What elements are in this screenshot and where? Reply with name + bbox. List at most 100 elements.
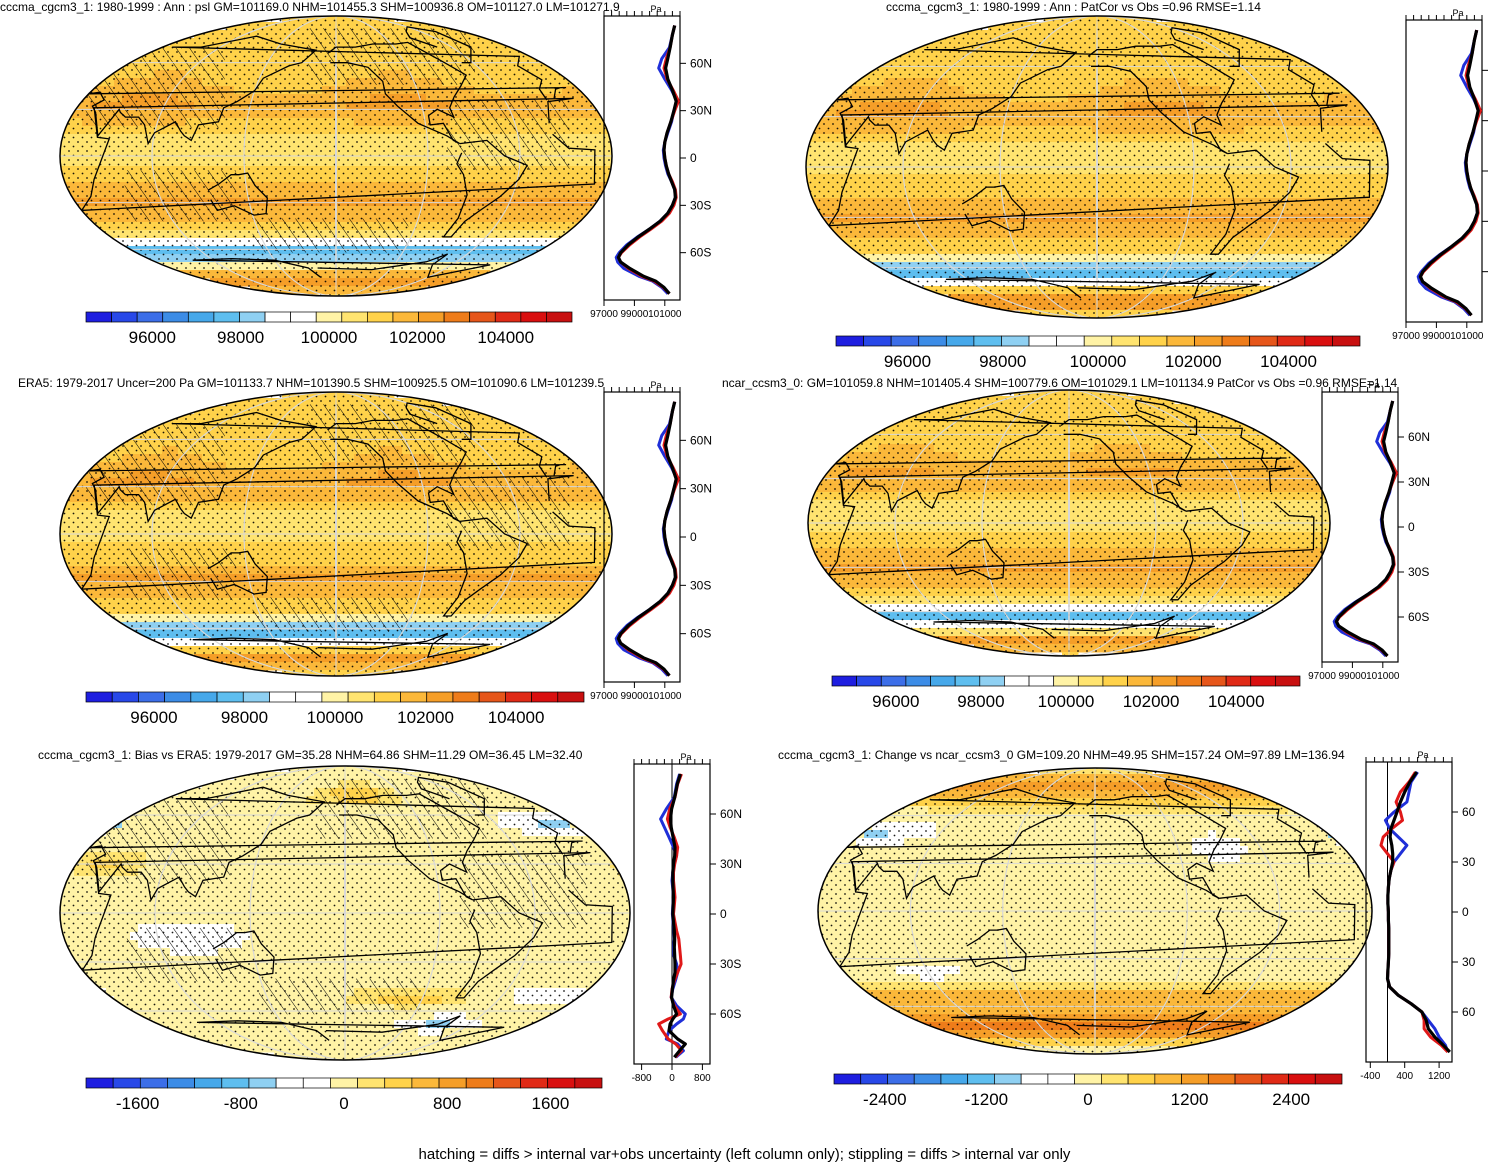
colorbar-bin (443, 311, 471, 323)
coastline (1087, 43, 1236, 155)
colorbar-bin (546, 311, 573, 323)
global-map (59, 391, 613, 677)
coastline (827, 104, 1371, 227)
colorbar-bin (239, 311, 266, 323)
zonal-lat-label: 60N (690, 56, 712, 70)
zonal-xtick-label: 101000 (1450, 331, 1484, 342)
map-cell (1388, 150, 1390, 159)
zonal-series-black (616, 25, 678, 295)
colorbar-bin (1083, 335, 1113, 347)
coastline (836, 37, 1340, 156)
coastline (207, 172, 268, 216)
map-cell (806, 198, 813, 207)
zonal-xtick-label: 101000 (648, 309, 682, 320)
colorbar-bin (1304, 335, 1333, 347)
colorbar-bin (136, 311, 164, 323)
colorbar-bin (863, 335, 892, 347)
hatching-region (124, 170, 236, 222)
colorbar-bin (890, 335, 920, 347)
colorbar-bin (162, 311, 189, 323)
colorbar-tick-label: 100000 (301, 328, 358, 347)
colorbar-bin (1056, 335, 1085, 347)
coastlines (80, 26, 596, 279)
coastline (327, 41, 468, 145)
zonal-xtick-label: 97000 (590, 309, 618, 320)
graticule (806, 16, 1388, 318)
colorbar-bin (367, 311, 394, 323)
colorbar-bin (392, 311, 419, 323)
panel-title: cccma_cgcm3_1: 1980-1999 : Ann : psl GM=… (0, 0, 620, 14)
map-cell (74, 470, 83, 479)
coastline (1209, 149, 1300, 255)
zonal-lat-label: 0 (690, 151, 697, 165)
hatching-region (252, 218, 409, 253)
zonal-lat-label: 30N (690, 104, 712, 118)
colorbar-tick-label: 102000 (389, 328, 446, 347)
map-border (805, 15, 1389, 319)
hatching-region (447, 99, 570, 171)
coastline (88, 35, 567, 146)
coastline (945, 272, 1260, 299)
coastlines (827, 26, 1371, 299)
colorbar-bin (213, 311, 240, 323)
colorbar-bin (1166, 335, 1195, 347)
zonal-series-blue (1416, 29, 1481, 317)
colorbar-bin (945, 335, 975, 347)
colorbar: 96000 98000 100000 102000 104000 (85, 311, 573, 347)
global-map (59, 15, 613, 297)
colorbar-bin (1276, 335, 1306, 347)
colorbar-bin (835, 335, 864, 347)
colorbar-tick-label: 98000 (217, 328, 264, 347)
zonal-lat-label: 30S (690, 198, 711, 212)
colorbar-bin (341, 311, 368, 323)
colorbar-tick-label: 96000 (884, 352, 931, 371)
colorbar-bin (1249, 335, 1278, 347)
zonal-xtick-label: 99000 (1422, 331, 1450, 342)
panel-title: cccma_cgcm3_1: 1980-1999 : Ann : PatCor … (886, 0, 1261, 14)
colorbar-bin (1194, 335, 1223, 347)
colorbar-bin (1221, 335, 1251, 347)
zonal-series-red (1418, 29, 1482, 317)
colorbar-bin (85, 311, 112, 323)
colorbar-bin (187, 311, 215, 323)
coastline (405, 26, 472, 64)
coastline (192, 253, 491, 279)
global-map (805, 15, 1390, 319)
colorbar: 96000 98000 100000 102000 104000 (835, 335, 1361, 371)
colorbar-bin (520, 311, 547, 323)
colorbar-tick-label: 102000 (1165, 352, 1222, 371)
colorbar-bin (469, 311, 496, 323)
colorbar-tick-label: 98000 (979, 352, 1026, 371)
colorbar-tick-label: 104000 (1260, 352, 1317, 371)
colorbar-bin (494, 311, 522, 323)
colorbar-tick-label: 104000 (477, 328, 534, 347)
map-cell (806, 126, 813, 135)
map-cell (1388, 182, 1390, 191)
zonal-lat-label: 60S (690, 246, 711, 260)
colorbar-bin (1139, 335, 1168, 347)
colorbar-bin (918, 335, 947, 347)
colorbar-bin (1001, 335, 1030, 347)
panel-title: ERA5: 1979-2017 Uncer=200 Pa GM=101133.7… (18, 376, 605, 390)
map-border (59, 15, 613, 297)
coastline (80, 97, 596, 212)
colorbar-bin (111, 311, 138, 323)
zonal-series-red (616, 25, 680, 295)
coastline (442, 139, 529, 238)
hatching-region (308, 28, 475, 85)
colorbar-tick-label: 100000 (1070, 352, 1127, 371)
map-cell (60, 494, 67, 503)
colorbar-bin (1028, 335, 1057, 347)
colorbar-bin (264, 311, 291, 323)
map-cell (812, 214, 821, 223)
colorbar-bin (973, 335, 1002, 347)
zonal-xtick-label: 97000 (1392, 331, 1420, 342)
coastline (1170, 26, 1240, 67)
map-cell (1372, 110, 1381, 119)
map-cell (578, 222, 587, 231)
zonal-xtick-label: 99000 (620, 309, 648, 320)
colorbar-bin (1111, 335, 1140, 347)
zonal-series-black (1418, 29, 1480, 317)
